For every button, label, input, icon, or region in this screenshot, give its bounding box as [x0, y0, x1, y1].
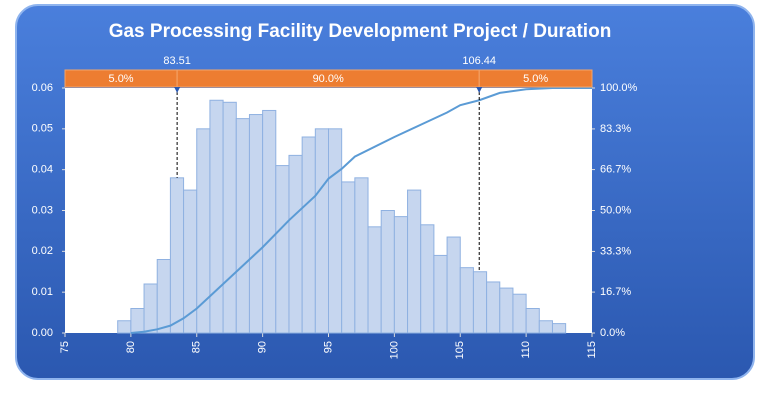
bar — [499, 287, 514, 334]
x-tick-label: 105 — [454, 341, 466, 359]
bar — [117, 320, 132, 334]
bar — [472, 271, 488, 334]
bar — [143, 283, 158, 334]
bar — [301, 136, 316, 334]
x-tick-label: 75 — [59, 341, 71, 353]
marker-arrow — [476, 87, 483, 93]
cumulative-line — [130, 87, 592, 334]
y-tick-label: 0.03 — [32, 204, 53, 216]
bar — [538, 320, 553, 334]
bar — [156, 259, 171, 334]
y2-tick-label: 16.7% — [600, 286, 631, 298]
band — [478, 69, 593, 88]
bar — [328, 128, 343, 334]
bar — [314, 128, 330, 334]
bar — [433, 254, 448, 334]
x-tick-label: 110 — [520, 341, 532, 359]
bar — [130, 308, 145, 334]
chart-title: Gas Processing Facility Development Proj… — [109, 21, 612, 42]
marker-label: 106.44 — [462, 55, 496, 67]
y-tick-label: 0.05 — [32, 123, 53, 135]
bar — [551, 323, 567, 334]
band-label: 5.0% — [109, 73, 134, 85]
y2-tick-label: 100.0% — [600, 82, 638, 94]
bar — [459, 267, 474, 334]
y-tick-label: 0.02 — [32, 245, 53, 257]
y2-tick-label: 0.0% — [600, 327, 625, 339]
bar — [512, 293, 527, 334]
y2-tick-label: 66.7% — [600, 163, 631, 175]
marker-arrow — [174, 87, 181, 93]
bar — [169, 177, 185, 334]
bar — [486, 281, 501, 334]
bar — [380, 210, 395, 334]
x-tick-label: 95 — [322, 341, 334, 353]
y2-tick-label: 50.0% — [600, 204, 631, 216]
bar — [183, 189, 198, 334]
bar — [222, 101, 237, 334]
y-tick-label: 0.01 — [32, 286, 53, 298]
bar — [367, 226, 382, 334]
bar — [275, 165, 290, 334]
y-tick-label: 0.04 — [32, 164, 53, 176]
band-label: 5.0% — [523, 73, 548, 85]
bar — [354, 177, 369, 334]
x-tick-label: 85 — [191, 341, 203, 353]
band-label: 90.0% — [313, 73, 344, 85]
bar — [393, 216, 409, 334]
y-tick-label: 0.06 — [32, 82, 53, 94]
bar — [341, 181, 356, 334]
bar — [235, 118, 250, 334]
x-tick-label: 100 — [388, 341, 400, 359]
bar — [209, 99, 224, 334]
y2-tick-label: 83.3% — [600, 123, 631, 135]
bar — [446, 236, 461, 334]
x-tick-label: 80 — [125, 341, 137, 353]
bar — [420, 224, 435, 334]
y-tick-label: 0.00 — [32, 327, 53, 339]
x-tick-label: 90 — [257, 341, 269, 353]
bar — [407, 189, 422, 334]
marker-label: 83.51 — [163, 55, 191, 67]
bar — [525, 308, 540, 334]
bar — [288, 154, 303, 334]
x-tick-label: 115 — [586, 341, 598, 359]
y2-tick-label: 33.3% — [600, 245, 631, 257]
bar — [248, 114, 264, 334]
bar — [262, 109, 277, 334]
